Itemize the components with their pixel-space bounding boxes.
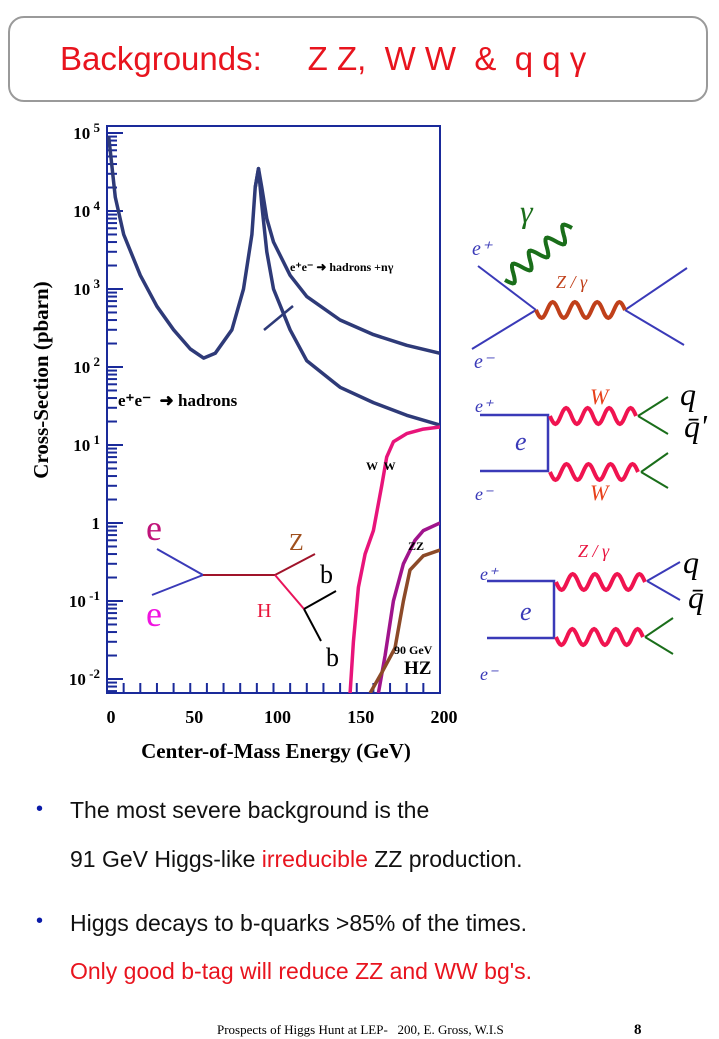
label-hz-mass: 90 GeV: [394, 643, 433, 657]
label-z-gamma: Z / γ: [578, 541, 610, 561]
series-line-3: [376, 521, 440, 693]
zz-diagram: Z / γ e⁺ e⁻ e q q̄: [480, 541, 704, 684]
y-tick-label: 1: [92, 514, 101, 533]
z-gamma-propagator: [534, 299, 627, 321]
page-number: 8: [634, 1022, 642, 1038]
y-tick-label: 10 1: [73, 432, 100, 455]
label-w: W: [590, 384, 610, 409]
ww-diagram: e⁺ e⁻ e W W q q̄': [475, 376, 708, 505]
bullet-1-line-1: The most severe background is the: [70, 797, 430, 823]
x-tick-label: 150: [347, 707, 374, 727]
label-z-gamma: Z / γ: [556, 272, 588, 292]
x-axis-label: Center-of-Mass Energy (GeV): [141, 739, 411, 763]
label-hadrons-ngamma: e⁺e⁻ ➜ hadrons +nγ: [290, 260, 394, 274]
irreducible-text: irreducible: [261, 846, 368, 872]
label-e: e: [146, 508, 162, 548]
label-e: e: [146, 594, 162, 634]
x-tick-label: 0: [107, 707, 116, 727]
higgsstrahlung-diagram: e e Z H b b: [146, 508, 339, 672]
slide-title: Backgrounds: Z Z, W W & q q γ: [60, 40, 587, 77]
label-hadrons: e⁺e⁻ ➜ hadrons: [118, 391, 238, 410]
label-b: b: [326, 643, 339, 672]
bullet-icon: •: [36, 798, 44, 820]
bullet-1-line-2: 91 GeV Higgs-like irreducible ZZ product…: [70, 846, 523, 873]
qqgamma-diagram: γ e⁺ e⁻ Z / γ: [471, 193, 688, 373]
y-tick-label: 10 5: [73, 120, 100, 143]
label-eminus: e⁻: [475, 484, 494, 504]
label-e: e: [515, 427, 527, 456]
y-tick-label: 10 -2: [69, 666, 100, 689]
label-zz: ZZ: [408, 539, 424, 553]
x-tick-label: 100: [264, 707, 291, 727]
label-eminus: e⁻: [480, 664, 499, 684]
label-q: q: [683, 544, 699, 580]
label-qbar-prime: q̄': [684, 408, 708, 444]
series-line-4: [368, 548, 440, 693]
label-b: b: [320, 560, 333, 589]
label-z: Z: [289, 530, 304, 556]
y-tick-label: 10 4: [73, 198, 100, 221]
bullet-icon: •: [36, 910, 44, 932]
series-line-1: [253, 166, 440, 356]
text: ZZ production.: [367, 846, 523, 872]
series-line-0: [107, 136, 440, 427]
hadrons-pointer: [263, 305, 294, 331]
footer: Prospects of Higgs Hunt at LEP- 200, E. …: [217, 1022, 504, 1037]
label-eminus: e⁻: [474, 351, 495, 373]
bullet-2-line-2: Only good b-tag will reduce ZZ and WW bg…: [70, 958, 533, 984]
label-q: q: [680, 376, 696, 412]
photon-line: [504, 222, 573, 286]
bullet-2-line-1: Higgs decays to b-quarks >85% of the tim…: [70, 910, 528, 936]
text: 91 GeV Higgs-like: [70, 846, 262, 872]
title-box: [8, 16, 708, 102]
label-eplus: e⁺: [480, 564, 499, 584]
label-ww: W W: [366, 459, 396, 473]
label-e: e: [520, 597, 532, 626]
label-gamma: γ: [520, 193, 534, 229]
label-w: W: [590, 480, 610, 505]
series-line-2: [348, 425, 440, 693]
label-hz: HZ: [404, 658, 431, 679]
y-tick-label: 10 2: [73, 354, 100, 377]
label-eplus: e⁺: [475, 396, 494, 416]
x-tick-label: 200: [431, 707, 458, 727]
y-axis-label: Cross-Section (pbarn): [29, 281, 53, 478]
y-tick-label: 10 -1: [69, 588, 100, 611]
label-eplus: e⁺: [472, 238, 493, 260]
label-h: H: [257, 600, 271, 622]
y-tick-label: 10 3: [73, 276, 100, 299]
x-tick-label: 50: [185, 707, 203, 727]
label-qbar: q̄: [688, 579, 704, 615]
